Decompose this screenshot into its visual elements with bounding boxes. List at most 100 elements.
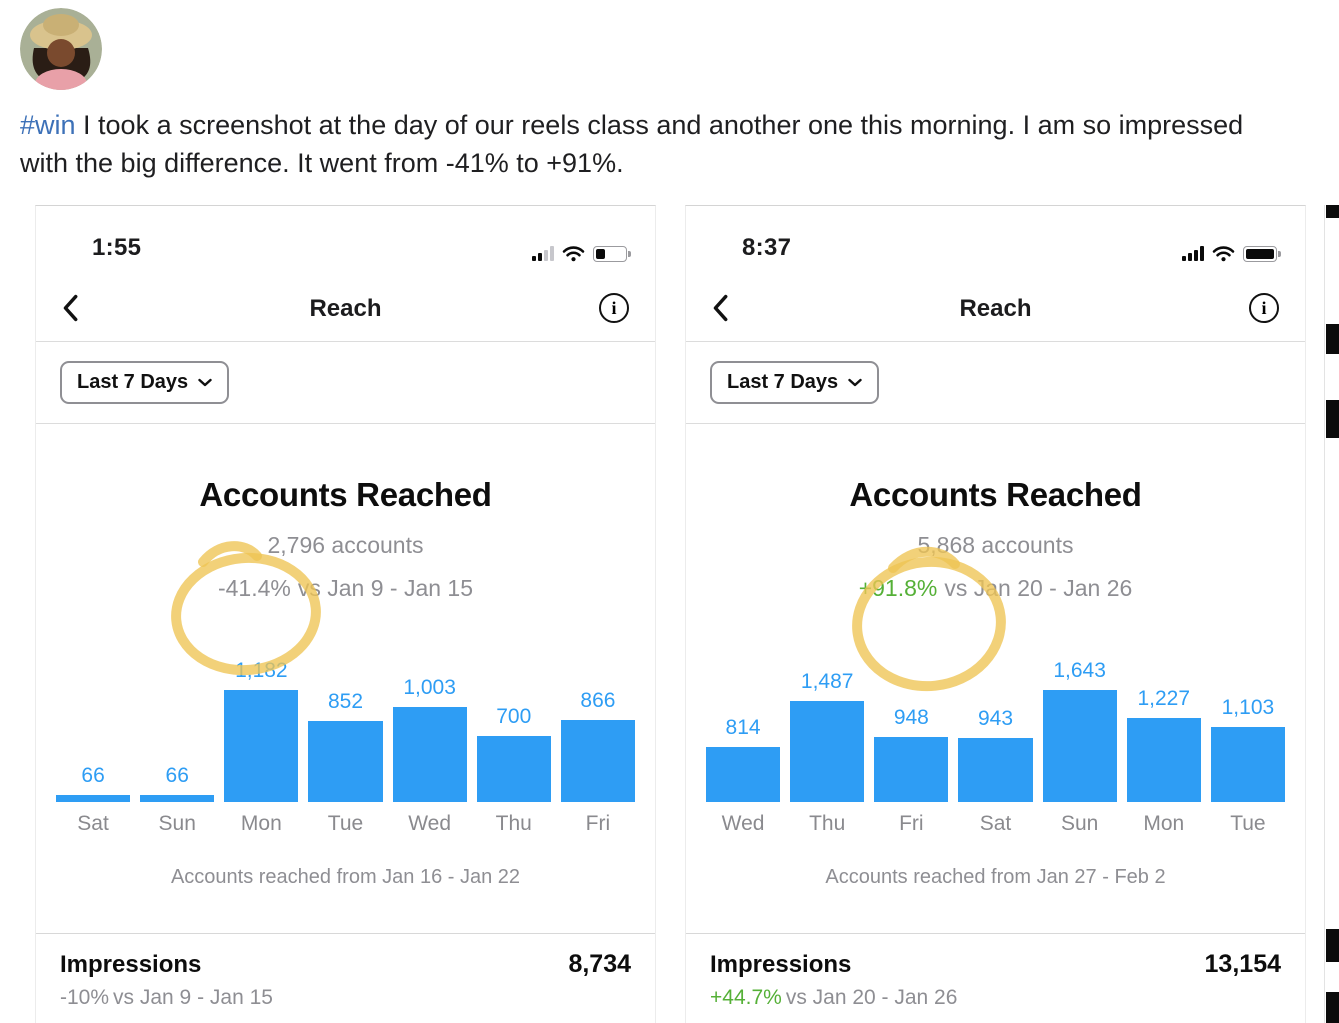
bar-value-label: 1,003 xyxy=(403,676,456,699)
bar-value-label: 700 xyxy=(496,705,532,728)
day-label: Mon xyxy=(1143,812,1185,835)
bar[interactable] xyxy=(560,720,635,802)
reach-chart: Accounts Reached 2,796 accounts -41.4% vs… xyxy=(36,476,655,889)
impressions-label: Impressions xyxy=(710,951,852,978)
status-bar: 8:37 xyxy=(686,206,1305,276)
cropped-screenshot-edge xyxy=(1324,205,1325,1023)
bar[interactable] xyxy=(958,738,1033,802)
impressions-change-percent: +44.7% xyxy=(710,986,782,1009)
bar-value-label: 1,643 xyxy=(1053,659,1106,682)
bar[interactable] xyxy=(56,795,131,802)
date-range-label: Last 7 Days xyxy=(77,371,189,393)
cellular-signal-icon xyxy=(1182,246,1204,261)
date-range-dropdown[interactable]: Last 7 Days xyxy=(60,361,230,404)
info-icon[interactable]: i xyxy=(1249,293,1279,323)
bar-column: 66 xyxy=(140,764,215,802)
wifi-icon xyxy=(1212,246,1235,262)
screenshots-container: 1:55 Reach i xyxy=(35,205,1306,1023)
cropped-edge-artifact xyxy=(1326,929,1339,962)
day-label: Thu xyxy=(809,812,846,835)
screenshot-before: 1:55 Reach i xyxy=(35,205,656,1023)
bar-chart: 814 1,487 948 943 1,643 1,227 1,103 xyxy=(686,642,1305,802)
bar-column: 1,487 xyxy=(790,670,865,802)
info-icon[interactable]: i xyxy=(599,293,629,323)
impressions-comparison: vs Jan 9 - Jan 15 xyxy=(113,986,273,1009)
bar-column: 1,003 xyxy=(392,676,467,802)
day-label: Sun xyxy=(1060,812,1099,835)
impressions-value: 8,734 xyxy=(568,950,631,978)
chevron-down-icon xyxy=(198,378,212,387)
day-label: Sat xyxy=(979,812,1012,835)
bar-column: 1,182 xyxy=(224,659,299,802)
impressions-label: Impressions xyxy=(60,951,202,978)
comparison-range: vs Jan 9 - Jan 15 xyxy=(297,575,474,601)
bar[interactable] xyxy=(224,690,299,802)
chart-title: Accounts Reached xyxy=(849,476,1142,513)
bar[interactable] xyxy=(140,795,215,802)
bar[interactable] xyxy=(874,737,949,802)
bar-chart-categories: Wed Thu Fri Sat Sun Mon Tue xyxy=(686,812,1305,836)
avatar-image xyxy=(20,8,102,90)
impressions-comparison: vs Jan 20 - Jan 26 xyxy=(785,986,958,1009)
post-text-body: I took a screenshot at the day of our re… xyxy=(20,110,1244,178)
impressions-section[interactable]: Impressions 13,154 +44.7% vs Jan 20 - Jan… xyxy=(686,934,1305,1010)
cropped-edge-artifact xyxy=(1326,992,1339,1023)
bar[interactable] xyxy=(1042,690,1117,802)
bar-column: 943 xyxy=(958,707,1033,802)
day-label: Fri xyxy=(899,812,924,835)
chart-caption: Accounts reached from Jan 27 - Feb 2 xyxy=(825,866,1166,888)
cropped-edge-artifact xyxy=(1326,324,1339,354)
day-label: Tue xyxy=(327,812,364,835)
page-title: Reach xyxy=(959,295,1032,322)
impressions-change: -10% vs Jan 9 - Jan 15 xyxy=(60,986,631,1010)
bar[interactable] xyxy=(476,736,551,802)
hashtag-link[interactable]: #win xyxy=(20,110,76,140)
impressions-section[interactable]: Impressions 8,734 -10% vs Jan 9 - Jan 15 xyxy=(36,934,655,1010)
day-label: Mon xyxy=(240,812,282,835)
change-percent: -41.4% xyxy=(217,575,291,601)
change-line: -41.4% vs Jan 9 - Jan 15 xyxy=(36,575,655,602)
bar-column: 814 xyxy=(706,716,781,802)
bar-column: 852 xyxy=(308,690,383,802)
day-label: Tue xyxy=(1230,812,1266,835)
day-label: Thu xyxy=(495,812,532,835)
bar-column: 948 xyxy=(874,706,949,802)
back-button[interactable] xyxy=(712,294,728,325)
day-label: Fri xyxy=(585,812,611,835)
impressions-change-percent: -10% xyxy=(60,986,110,1009)
bar-value-label: 66 xyxy=(165,764,189,787)
bar[interactable] xyxy=(1210,727,1285,802)
bar-value-label: 1,227 xyxy=(1137,687,1191,710)
bar-value-label: 1,182 xyxy=(235,659,288,682)
change-percent: +91.8% xyxy=(858,575,938,601)
bar-column: 66 xyxy=(56,764,131,802)
bar[interactable] xyxy=(706,747,781,802)
wifi-icon xyxy=(562,246,585,262)
day-label: Sun xyxy=(158,812,196,835)
nav-bar: Reach i xyxy=(686,276,1305,342)
filter-row: Last 7 Days xyxy=(686,342,1305,424)
bar-value-label: 852 xyxy=(327,690,364,713)
bar[interactable] xyxy=(308,721,383,802)
back-button[interactable] xyxy=(62,294,78,325)
battery-icon xyxy=(593,245,631,262)
bar-column: 866 xyxy=(560,689,635,802)
post-text: #win I took a screenshot at the day of o… xyxy=(20,106,1282,182)
date-range-dropdown[interactable]: Last 7 Days xyxy=(710,361,880,404)
bar-value-label: 943 xyxy=(977,707,1014,730)
bar-value-label: 1,103 xyxy=(1221,696,1275,719)
impressions-value: 13,154 xyxy=(1204,950,1281,978)
date-range-label: Last 7 Days xyxy=(727,371,839,393)
screenshot-after: 8:37 Reach i xyxy=(685,205,1306,1023)
bar-value-label: 1,487 xyxy=(800,670,854,693)
bar[interactable] xyxy=(1126,718,1201,802)
impressions-change: +44.7% vs Jan 20 - Jan 26 xyxy=(710,986,1281,1010)
bar-column: 1,643 xyxy=(1042,659,1117,802)
accounts-count: 2,796 accounts xyxy=(267,532,424,558)
bar-value-label: 66 xyxy=(81,764,105,787)
bar[interactable] xyxy=(392,707,467,802)
avatar[interactable] xyxy=(20,8,102,90)
chart-title: Accounts Reached xyxy=(199,476,492,513)
bar[interactable] xyxy=(790,701,865,802)
